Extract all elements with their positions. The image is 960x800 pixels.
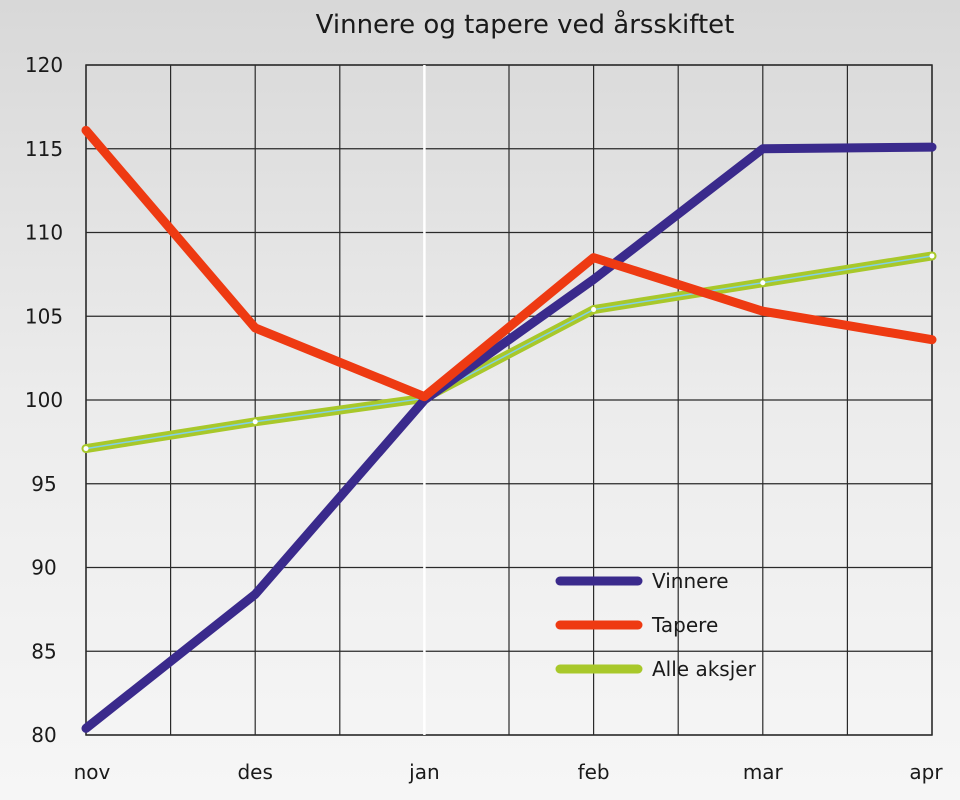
y-tick-label: 85: [31, 639, 56, 663]
y-tick-label: 80: [31, 723, 56, 747]
y-tick-label: 120: [25, 53, 63, 77]
data-point: [83, 446, 89, 452]
y-tick-label: 110: [25, 221, 63, 245]
legend-label: Alle aksjer: [652, 657, 757, 681]
y-tick-label: 115: [25, 137, 63, 161]
series-line-tapere: [81, 125, 937, 402]
chart-title: Vinnere og tapere ved årsskiftet: [316, 9, 735, 40]
x-tick-label: apr: [909, 760, 943, 784]
legend-label: Tapere: [651, 613, 718, 637]
data-point: [252, 419, 258, 425]
legend: Vinnere Tapere Alle aksjer: [555, 569, 757, 681]
y-tick-label: 100: [25, 388, 63, 412]
series-line-vinnere: [81, 142, 937, 733]
x-tick-label: nov: [74, 760, 111, 784]
x-tick-label: feb: [578, 760, 610, 784]
series-lines: [81, 125, 937, 733]
axis-ticks: 80 85 90 95 100 105 110 115 120 nov des jan feb mar ap…: [25, 53, 943, 784]
y-tick-label: 90: [31, 556, 56, 580]
legend-label: Vinnere: [652, 569, 729, 593]
data-point: [929, 253, 935, 259]
y-tick-label: 95: [31, 472, 56, 496]
data-point: [760, 280, 766, 286]
data-point: [591, 307, 597, 313]
y-tick-label: 105: [25, 304, 63, 328]
x-tick-label: des: [237, 760, 272, 784]
x-tick-label: mar: [743, 760, 784, 784]
series-line-alle-aksjer-highlight: [85, 255, 933, 450]
x-tick-label: jan: [408, 760, 440, 784]
